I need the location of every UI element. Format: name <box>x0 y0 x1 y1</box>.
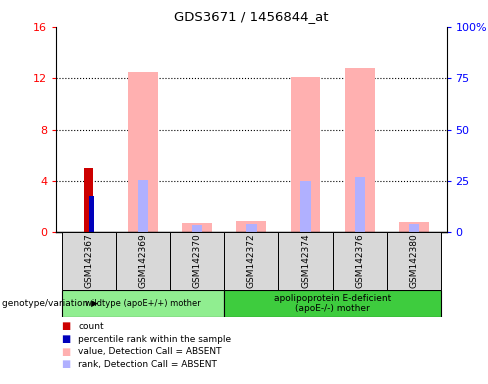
Bar <box>182 223 212 232</box>
Bar <box>224 290 441 317</box>
Bar <box>192 225 203 232</box>
Text: GSM142376: GSM142376 <box>355 234 364 288</box>
Text: rank, Detection Call = ABSENT: rank, Detection Call = ABSENT <box>78 360 217 369</box>
Bar <box>170 232 224 290</box>
Title: GDS3671 / 1456844_at: GDS3671 / 1456844_at <box>174 10 328 23</box>
Bar <box>399 222 429 232</box>
Text: ■: ■ <box>61 321 70 331</box>
Text: GSM142367: GSM142367 <box>84 234 93 288</box>
Bar <box>291 77 321 232</box>
Bar <box>236 221 266 232</box>
Text: count: count <box>78 322 104 331</box>
Bar <box>89 196 94 232</box>
Text: percentile rank within the sample: percentile rank within the sample <box>78 334 231 344</box>
Text: GSM142369: GSM142369 <box>139 234 147 288</box>
Text: ■: ■ <box>61 347 70 357</box>
Text: GSM142374: GSM142374 <box>301 234 310 288</box>
Bar <box>128 72 158 232</box>
Bar <box>355 177 365 232</box>
Text: ■: ■ <box>61 334 70 344</box>
Text: ■: ■ <box>61 359 70 369</box>
Text: GSM142370: GSM142370 <box>193 234 202 288</box>
Bar <box>116 232 170 290</box>
Bar <box>61 232 116 290</box>
Bar <box>84 168 93 232</box>
Text: GSM142372: GSM142372 <box>247 234 256 288</box>
Text: apolipoprotein E-deficient
(apoE-/-) mother: apolipoprotein E-deficient (apoE-/-) mot… <box>274 294 391 313</box>
Text: GSM142380: GSM142380 <box>409 234 419 288</box>
Bar <box>224 232 279 290</box>
Bar <box>345 68 375 232</box>
Bar <box>61 290 224 317</box>
Text: value, Detection Call = ABSENT: value, Detection Call = ABSENT <box>78 347 222 356</box>
Bar <box>333 232 387 290</box>
Bar <box>138 180 148 232</box>
Text: genotype/variation ▶: genotype/variation ▶ <box>2 299 99 308</box>
Bar <box>279 232 333 290</box>
Text: wildtype (apoE+/+) mother: wildtype (apoE+/+) mother <box>85 299 201 308</box>
Bar <box>409 224 419 232</box>
Bar <box>387 232 441 290</box>
Bar <box>300 181 311 232</box>
Bar <box>246 224 257 232</box>
